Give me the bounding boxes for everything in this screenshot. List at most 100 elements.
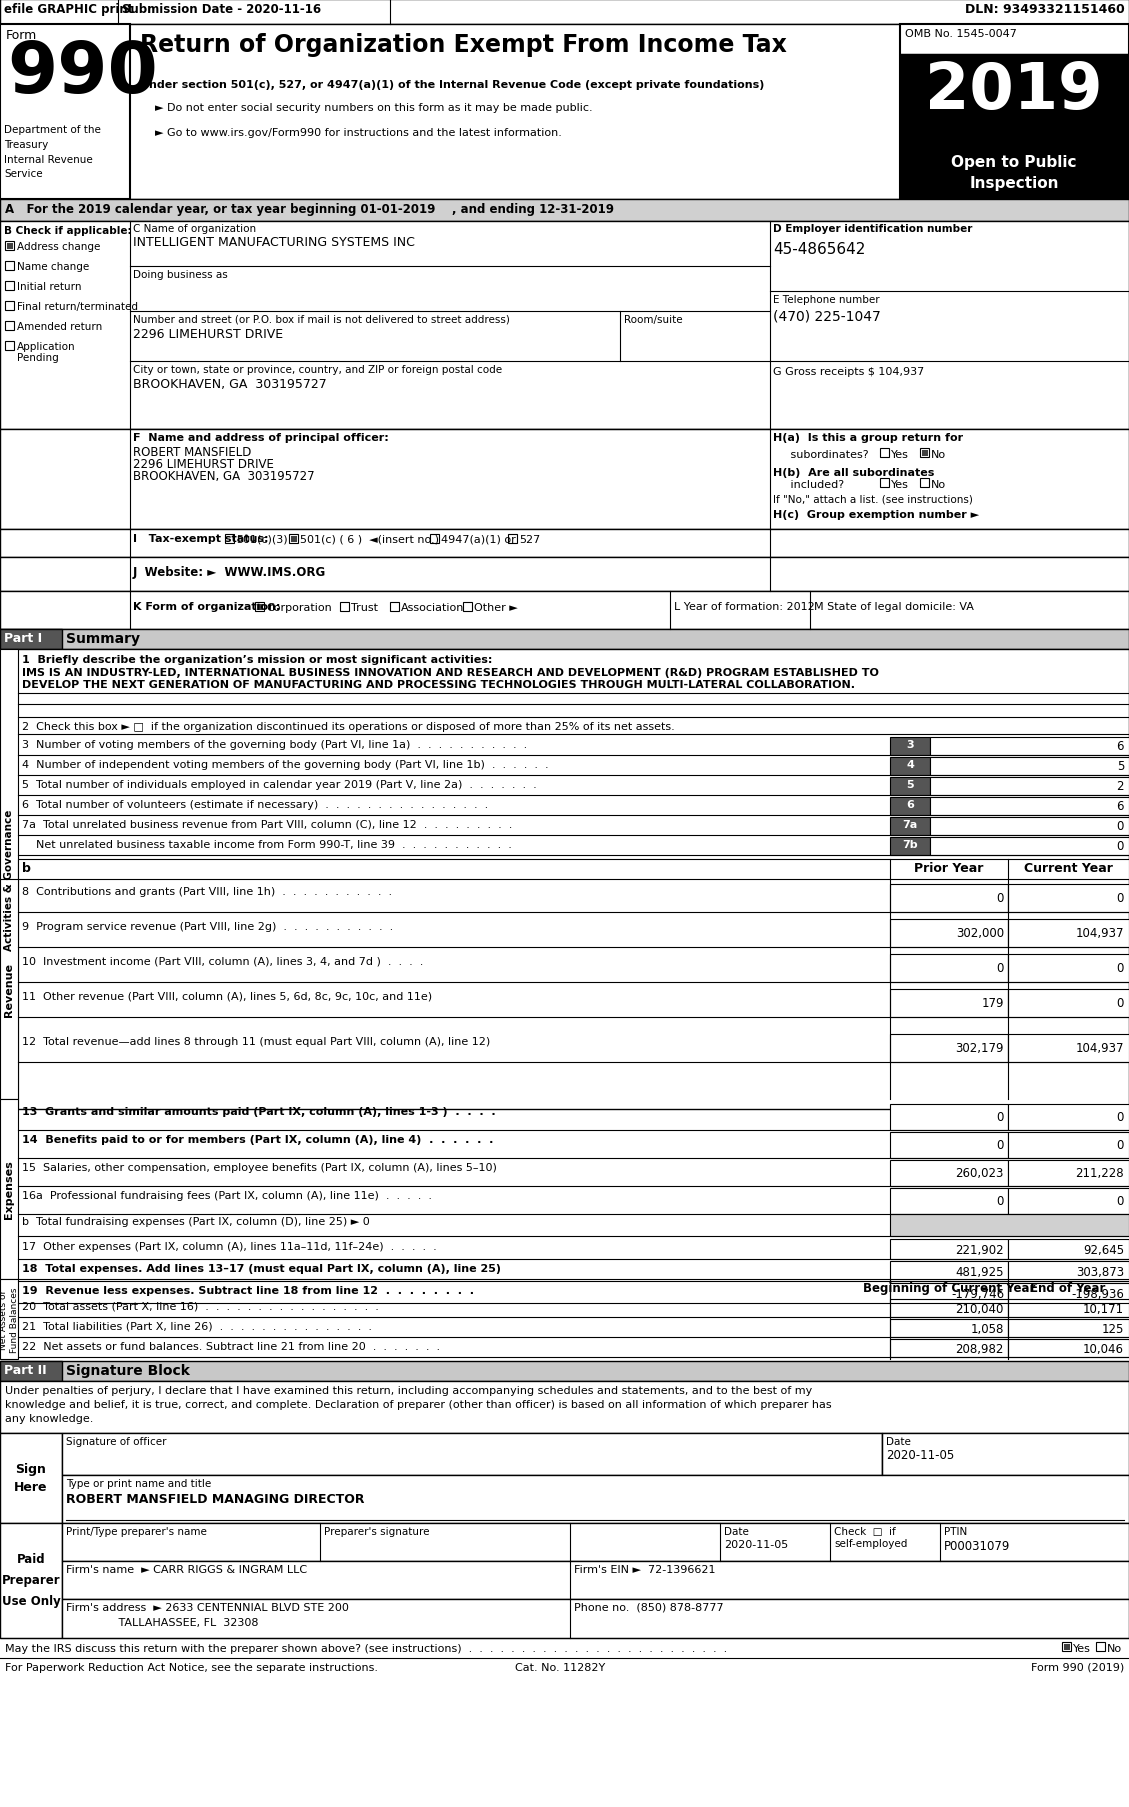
Text: ROBERT MANSFIELD MANAGING DIRECTOR: ROBERT MANSFIELD MANAGING DIRECTOR [65,1493,365,1505]
Bar [890,884,1008,913]
Text: H(a)  Is this a group return for: H(a) Is this a group return for [773,432,963,443]
Text: 4  Number of independent voting members of the governing body (Part VI, line 1b): 4 Number of independent voting members o… [21,759,549,770]
Text: BROOKHAVEN, GA  303195727: BROOKHAVEN, GA 303195727 [133,470,315,482]
Text: I   Tax-exempt status:: I Tax-exempt status: [133,533,269,544]
Bar [890,1299,1008,1317]
Bar [0,1099,18,1279]
Text: Net Assets or
Fund Balances: Net Assets or Fund Balances [0,1287,19,1352]
Text: b  Total fundraising expenses (Part IX, column (D), line 25) ► 0: b Total fundraising expenses (Part IX, c… [21,1216,370,1227]
Bar [5,262,14,271]
Bar [256,604,263,611]
Text: Expenses: Expenses [5,1160,14,1218]
Text: Corporation: Corporation [266,604,332,613]
Text: A   For the 2019 calendar year, or tax year beginning 01-01-2019    , and ending: A For the 2019 calendar year, or tax yea… [5,202,614,215]
Text: 11  Other revenue (Part VIII, column (A), lines 5, 6d, 8c, 9c, 10c, and 11e): 11 Other revenue (Part VIII, column (A),… [21,992,432,1001]
Bar [7,244,12,249]
Text: No: No [1108,1643,1122,1653]
Text: 210,040: 210,040 [955,1303,1004,1315]
Text: 10,171: 10,171 [1083,1303,1124,1315]
Text: efile GRAPHIC print: efile GRAPHIC print [5,4,133,16]
Text: PTIN: PTIN [944,1527,968,1536]
Text: 481,925: 481,925 [955,1265,1004,1278]
Text: 2: 2 [1117,779,1124,793]
Text: 0: 0 [997,1138,1004,1151]
Text: 211,228: 211,228 [1076,1166,1124,1180]
Text: 22  Net assets or fund balances. Subtract line 21 from line 20  .  .  .  .  .  .: 22 Net assets or fund balances. Subtract… [21,1341,440,1352]
Text: Department of the
Treasury
Internal Revenue
Service: Department of the Treasury Internal Reve… [5,125,100,179]
Text: 0: 0 [1117,840,1124,853]
Text: Under section 501(c), 527, or 4947(a)(1) of the Internal Revenue Code (except pr: Under section 501(c), 527, or 4947(a)(1)… [140,80,764,90]
Text: 2019: 2019 [925,60,1103,121]
Bar [18,860,1129,880]
Text: b: b [21,862,30,875]
Bar [930,757,1129,775]
Bar [0,430,1129,529]
Bar [0,529,1129,558]
Text: INTELLIGENT MANUFACTURING SYSTEMS INC: INTELLIGENT MANUFACTURING SYSTEMS INC [133,237,414,249]
Bar [225,535,234,544]
Bar [390,604,399,611]
Bar [62,1523,1129,1561]
Text: City or town, state or province, country, and ZIP or foreign postal code: City or town, state or province, country… [133,365,502,374]
Text: 20  Total assets (Part X, line 16)  .  .  .  .  .  .  .  .  .  .  .  .  .  .  . : 20 Total assets (Part X, line 16) . . . … [21,1301,379,1312]
Text: 0: 0 [997,1109,1004,1124]
Text: Summary: Summary [65,632,140,645]
Text: 14  Benefits paid to or for members (Part IX, column (A), line 4)  .  .  .  .  .: 14 Benefits paid to or for members (Part… [21,1135,493,1144]
Text: May the IRS discuss this return with the preparer shown above? (see instructions: May the IRS discuss this return with the… [5,1643,727,1653]
Text: 0: 0 [997,891,1004,905]
Text: 179: 179 [981,996,1004,1010]
Text: Name change: Name change [17,262,89,271]
Bar [1008,1133,1129,1158]
Bar [1008,1104,1129,1131]
Text: 16a  Professional fundraising fees (Part IX, column (A), line 11e)  .  .  .  .  : 16a Professional fundraising fees (Part … [21,1191,432,1200]
Text: 10,046: 10,046 [1083,1343,1124,1355]
Bar [0,1433,62,1523]
Text: DEVELOP THE NEXT GENERATION OF MANUFACTURING AND PROCESSING TECHNOLOGIES THROUGH: DEVELOP THE NEXT GENERATION OF MANUFACTU… [21,679,855,690]
Bar [430,535,439,544]
Text: 5: 5 [1117,759,1124,773]
Text: Final return/terminated: Final return/terminated [17,302,138,313]
Bar [890,1319,1008,1337]
Text: L Year of formation: 2012: L Year of formation: 2012 [674,602,815,611]
Text: 221,902: 221,902 [955,1243,1004,1256]
Text: 208,982: 208,982 [955,1343,1004,1355]
Bar [890,777,930,795]
Text: Firm's EIN ►  72-1396621: Firm's EIN ► 72-1396621 [574,1565,716,1574]
Text: Phone no.  (850) 878-8777: Phone no. (850) 878-8777 [574,1603,724,1612]
Text: 501(c)(3): 501(c)(3) [236,535,288,544]
Bar [1096,1643,1105,1652]
Text: 302,179: 302,179 [955,1041,1004,1055]
Text: 0: 0 [1117,1138,1124,1151]
Text: 260,023: 260,023 [955,1166,1004,1180]
Text: 5  Total number of individuals employed in calendar year 2019 (Part V, line 2a) : 5 Total number of individuals employed i… [21,779,536,790]
Bar [1008,990,1129,1017]
Text: 8  Contributions and grants (Part VIII, line 1h)  .  .  .  .  .  .  .  .  .  .  : 8 Contributions and grants (Part VIII, l… [21,887,392,896]
Text: 6: 6 [907,799,914,810]
Text: 527: 527 [519,535,541,544]
Text: 13  Grants and similar amounts paid (Part IX, column (A), lines 1-3 )  .  .  .  : 13 Grants and similar amounts paid (Part… [21,1106,496,1117]
Text: Return of Organization Exempt From Income Tax: Return of Organization Exempt From Incom… [140,33,787,58]
Text: 303,873: 303,873 [1076,1265,1124,1278]
Bar [1008,1261,1129,1281]
Text: 0: 0 [1117,1194,1124,1207]
Bar [930,737,1129,755]
Text: D Employer identification number: D Employer identification number [773,224,972,233]
Text: Trust: Trust [351,604,378,613]
Bar [930,777,1129,795]
Bar [5,322,14,331]
Text: 0: 0 [1117,1109,1124,1124]
Bar [890,1339,1008,1357]
Text: End of Year: End of Year [1031,1281,1105,1294]
Text: included?: included? [773,479,844,490]
Text: ► Do not enter social security numbers on this form as it may be made public.: ► Do not enter social security numbers o… [155,103,593,112]
Text: Signature Block: Signature Block [65,1362,190,1377]
Text: 0: 0 [1117,820,1124,833]
Text: No: No [931,479,946,490]
Bar [890,757,930,775]
Text: K Form of organization:: K Form of organization: [133,602,280,611]
Text: 5: 5 [907,779,913,790]
Text: Preparer's signature: Preparer's signature [324,1527,429,1536]
Bar [890,1160,1008,1187]
Text: Open to Public
Inspection: Open to Public Inspection [952,155,1077,192]
Text: 15  Salaries, other compensation, employee benefits (Part IX, column (A), lines : 15 Salaries, other compensation, employe… [21,1162,497,1173]
